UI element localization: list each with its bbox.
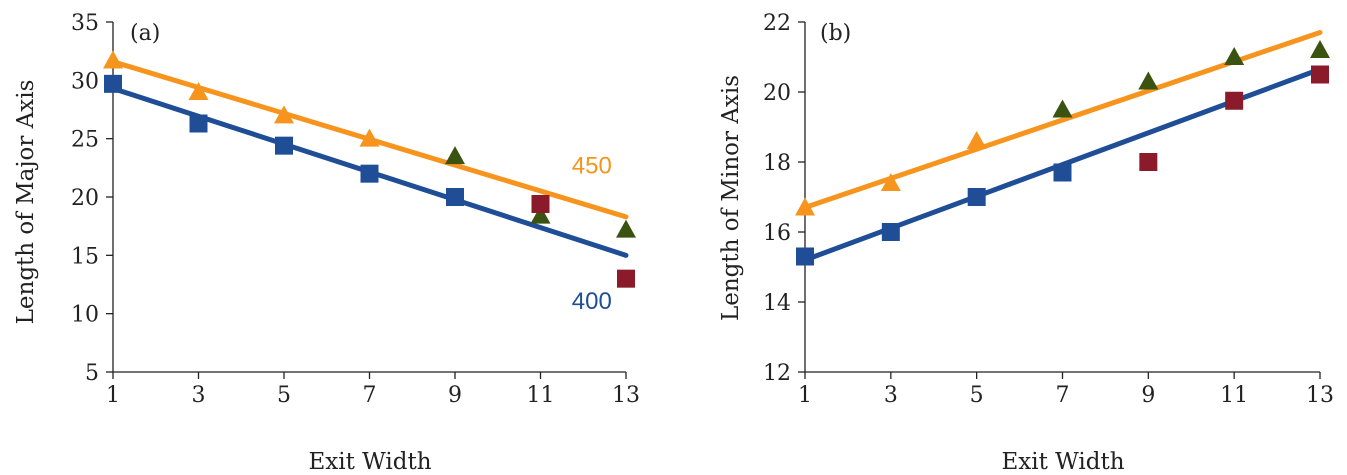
triangle-point-450	[359, 128, 380, 147]
triangle-point-450	[1224, 47, 1245, 65]
y-tick-label: 18	[763, 151, 791, 176]
y-tick-label: 12	[763, 361, 791, 386]
x-tick-label: 13	[1306, 383, 1334, 408]
y-tick-label: 35	[71, 11, 99, 36]
square-point-400	[1225, 91, 1244, 110]
square-point-400	[360, 164, 379, 183]
y-axis-title-b: Length of Minor Axis	[718, 75, 744, 321]
line-labels-a: 450 400	[572, 153, 612, 315]
x-tick-label: 7	[1056, 383, 1070, 408]
panel-label-a: (a)	[130, 21, 160, 46]
triangle-point-450	[616, 219, 636, 238]
triangle-point-450	[1138, 71, 1159, 90]
y-tick-label: 25	[71, 128, 99, 153]
square-point-400	[617, 269, 635, 288]
x-tick-label: 9	[448, 383, 462, 408]
markers-b	[795, 40, 1330, 266]
y-tick-label: 22	[763, 11, 791, 36]
x-tick-label: 3	[884, 383, 898, 408]
triangle-point-450	[1052, 99, 1073, 118]
triangle-point-450	[1310, 40, 1330, 58]
x-tick-label: 5	[277, 383, 291, 408]
triangle-point-450	[795, 197, 815, 216]
square-point-400	[1139, 153, 1158, 171]
markers-a	[103, 50, 636, 288]
x-tick-label: 9	[1141, 383, 1155, 408]
x-tick-label: 13	[612, 383, 640, 408]
triangle-point-450	[530, 205, 551, 224]
square-point-400	[446, 188, 464, 206]
square-point-400	[104, 74, 122, 93]
x-tick-label: 3	[192, 383, 206, 408]
y-tick-label: 16	[763, 221, 791, 246]
y-tick-label: 14	[763, 291, 791, 316]
y-tick-label: 10	[71, 303, 99, 328]
y-tick-label: 20	[71, 186, 99, 211]
x-tick-label: 1	[798, 383, 812, 408]
x-tick-label: 11	[1220, 383, 1248, 408]
square-point-400	[967, 188, 986, 206]
square-point-400	[531, 195, 550, 213]
triangle-point-450	[445, 146, 465, 165]
triangle-point-450	[188, 82, 209, 100]
y-tick-label: 20	[763, 81, 791, 106]
triangle-point-450	[274, 105, 294, 124]
triangle-point-450	[966, 131, 987, 149]
fit-lines-a	[110, 59, 629, 258]
x-axis-title-b: Exit Width	[1001, 449, 1124, 475]
square-point-400	[1311, 65, 1329, 84]
y-tick-label: 15	[71, 244, 99, 269]
x-tick-label: 11	[527, 383, 555, 408]
panel-label-b: (b)	[820, 21, 851, 46]
square-point-400	[189, 114, 208, 133]
y-tick-label: 30	[71, 69, 99, 94]
x-tick-label: 5	[970, 383, 984, 408]
triangle-point-450	[880, 173, 901, 191]
square-point-400	[1053, 163, 1072, 182]
y-axis-title-a: Length of Major Axis	[13, 80, 39, 325]
x-tick-label: 1	[106, 383, 120, 408]
triangle-point-450	[103, 50, 123, 69]
line-label-450: 450	[572, 153, 612, 180]
x-axis-title-a: Exit Width	[308, 449, 431, 475]
y-tick-label: 5	[85, 361, 99, 386]
square-point-400	[275, 136, 293, 155]
square-point-400	[796, 247, 814, 266]
square-point-400	[881, 223, 900, 241]
line-label-400: 400	[572, 288, 612, 315]
x-tick-label: 7	[363, 383, 377, 408]
